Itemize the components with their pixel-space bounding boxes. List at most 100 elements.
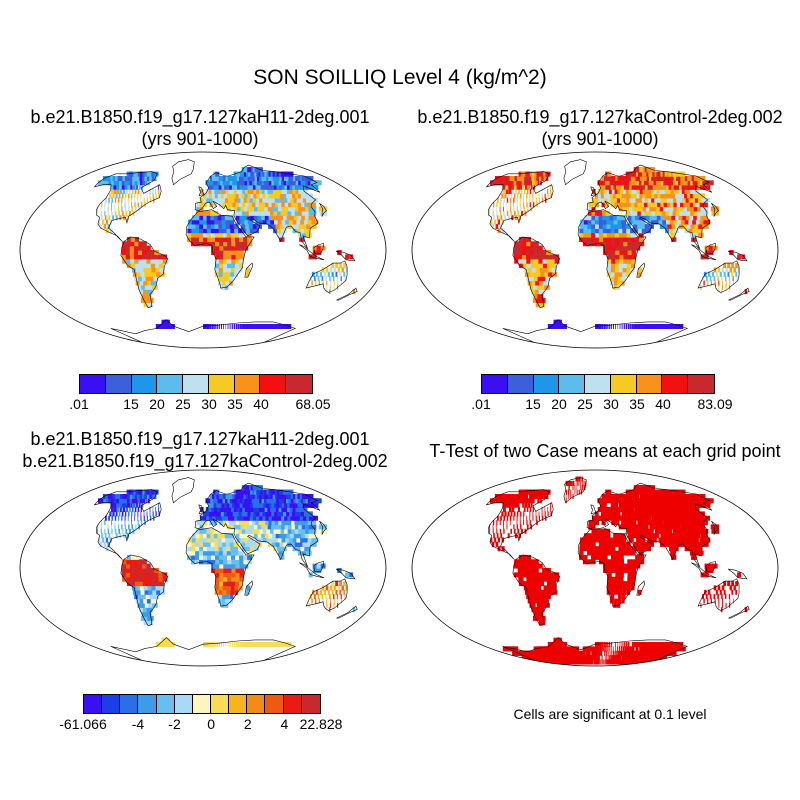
grid-cell — [526, 572, 531, 578]
grid-cell — [667, 215, 674, 221]
grid-cell — [613, 655, 616, 661]
grid-cell — [527, 585, 534, 591]
grid-cell — [731, 589, 734, 595]
grid-cell — [152, 507, 154, 512]
grid-cell — [254, 167, 263, 173]
grid-cell — [584, 533, 589, 539]
grid-cell — [505, 502, 509, 508]
grid-cell — [550, 502, 551, 508]
grid-cell — [627, 193, 633, 199]
grid-cell — [313, 276, 316, 282]
grid-cell — [100, 528, 102, 534]
grid-cell — [258, 202, 265, 208]
grid-cell — [304, 215, 312, 221]
grid-cell — [491, 223, 495, 229]
grid-cell — [663, 511, 671, 517]
grid-cell — [526, 202, 528, 208]
grid-cell — [99, 223, 103, 229]
grid-cell — [645, 228, 651, 234]
grid-cell — [545, 171, 549, 177]
grid-cell — [513, 180, 518, 186]
grid-cell — [607, 572, 612, 578]
grid-cell — [248, 210, 255, 216]
grid-cell — [130, 581, 137, 587]
grid-cell — [145, 594, 152, 600]
coastline-indonesia — [691, 244, 717, 261]
grid-cell — [635, 554, 641, 560]
grid-cell — [138, 263, 145, 269]
grid-cell — [267, 524, 275, 530]
grid-cell — [134, 498, 138, 504]
grid-cell — [503, 515, 506, 521]
grid-cell — [638, 324, 641, 329]
grid-cell — [231, 568, 237, 573]
grid-cell — [647, 537, 653, 543]
grid-cell — [239, 263, 244, 269]
grid-cell — [132, 176, 137, 181]
grid-cell — [139, 607, 146, 613]
grid-cell — [257, 206, 264, 212]
grid-cell — [195, 554, 200, 560]
grid-cell — [622, 271, 627, 277]
grid-cell — [301, 550, 308, 556]
grid-cell — [231, 258, 236, 264]
grid-cell — [535, 267, 541, 273]
grid-cell — [134, 511, 136, 517]
grid-cell — [631, 324, 634, 329]
grid-cell — [610, 324, 612, 329]
grid-cell — [337, 598, 339, 604]
grid-cell — [191, 554, 196, 560]
grid-cell — [199, 550, 204, 556]
grid-cell — [621, 520, 627, 526]
grid-cell — [543, 585, 549, 591]
grid-cell — [718, 602, 720, 608]
grid-cell — [671, 533, 678, 539]
grid-cell — [633, 494, 640, 499]
grid-cell — [222, 520, 228, 526]
grid-cell — [590, 646, 594, 652]
grid-cell — [278, 550, 284, 556]
grid-cell — [595, 324, 598, 329]
grid-cell — [158, 511, 160, 517]
grid-cell — [635, 563, 641, 569]
grid-cell — [597, 646, 600, 652]
grid-cell — [536, 284, 543, 290]
grid-cell — [264, 215, 271, 221]
grid-cell — [623, 642, 625, 647]
grid-cell — [298, 223, 305, 229]
grid-cell — [333, 284, 335, 290]
grid-cell — [721, 594, 723, 600]
grid-cell — [114, 515, 117, 521]
grid-cell — [137, 189, 140, 194]
grid-cell — [658, 210, 665, 216]
grid-cell — [137, 202, 139, 208]
grid-cell — [115, 215, 118, 221]
grid-cell — [310, 594, 312, 600]
grid-cell — [522, 554, 527, 560]
grid-cell — [579, 546, 584, 552]
grid-cell — [109, 546, 113, 552]
grid-cell — [125, 568, 131, 573]
grid-cell — [260, 324, 265, 329]
grid-cell — [144, 176, 148, 181]
grid-cell — [223, 193, 229, 199]
grid-cell — [158, 263, 164, 269]
grid-cell — [582, 485, 584, 491]
grid-cell — [126, 180, 131, 186]
grid-cell — [511, 498, 516, 504]
grid-cell — [131, 511, 133, 517]
grid-cell — [541, 193, 543, 199]
grid-cell — [137, 494, 141, 499]
grid-cell — [503, 520, 505, 526]
colorbar-swatch — [120, 695, 139, 713]
grid-cell — [612, 650, 614, 656]
grid-cell — [225, 276, 230, 282]
colorbar-tick-label: 35 — [629, 396, 645, 412]
grid-cell — [587, 533, 592, 539]
grid-cell — [493, 533, 495, 539]
grid-cell — [203, 236, 208, 242]
grid-cell — [513, 254, 519, 260]
grid-cell — [127, 520, 129, 526]
grid-cell — [599, 498, 604, 504]
grid-cell — [200, 507, 204, 512]
